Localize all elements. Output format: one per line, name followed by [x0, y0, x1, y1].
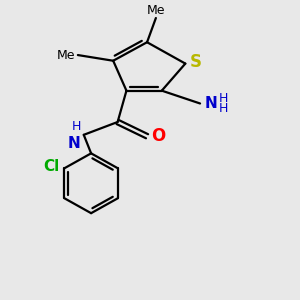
Text: Cl: Cl — [44, 159, 60, 174]
Text: H: H — [219, 102, 229, 115]
Text: N: N — [205, 96, 217, 111]
Text: S: S — [190, 53, 202, 71]
Text: Me: Me — [56, 49, 75, 62]
Text: Me: Me — [147, 4, 165, 16]
Text: O: O — [152, 127, 166, 145]
Text: H: H — [71, 120, 81, 134]
Text: H: H — [219, 92, 229, 105]
Text: N: N — [68, 136, 81, 151]
